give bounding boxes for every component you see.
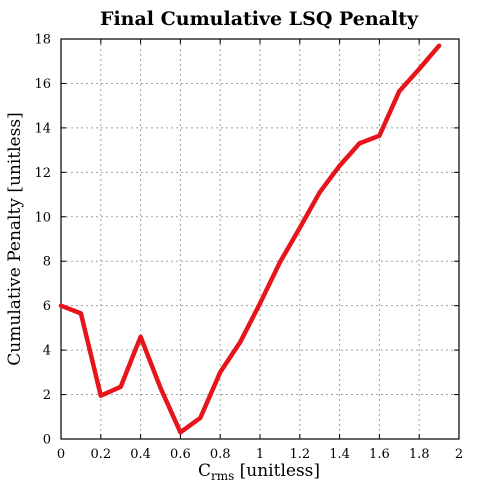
x-tick-label: 1.6 [369,447,390,462]
data-point [339,165,341,167]
x-tick-label: 1 [256,447,264,462]
data-point [140,336,142,338]
y-tick-label: 18 [34,33,51,48]
y-tick-label: 8 [43,255,51,270]
data-point [159,387,162,389]
x-axis-label-main: C [198,461,211,480]
y-tick-label: 6 [43,299,51,314]
data-point [279,261,281,263]
x-axis-label-subscript: rms [211,469,234,480]
x-tick-label: 1.8 [409,447,430,462]
data-point [239,341,241,343]
data-point [100,395,102,397]
data-point [319,191,321,193]
y-tick-label: 4 [43,344,51,359]
series-group [58,43,442,435]
data-point [120,386,122,388]
x-axis: 0 0.2 0.4 0.6 0.8 1 1.2 1.4 1.6 1.8 2 [57,39,463,462]
y-tick-label: 2 [43,388,51,403]
x-tick-label: 1.2 [289,447,310,462]
data-point [418,68,420,70]
data-point [80,312,82,314]
data-point [378,135,380,137]
x-tick-label: 0 [57,447,65,462]
data-point [219,371,221,373]
x-tick-label: 0.4 [130,447,151,462]
y-axis-label: Cumulative Penalty [unitless] [5,112,25,365]
x-axis-label-unit: [unitless] [234,461,320,480]
y-tick-label: 10 [34,210,51,225]
y-tick-label: 14 [34,121,51,136]
data-point [299,227,301,229]
data-point [438,45,440,47]
data-point [179,431,181,433]
x-tick-label: 0.8 [210,447,231,462]
x-tick-label: 0.6 [170,447,191,462]
series-line [58,43,442,435]
data-point [358,142,361,144]
gridlines [61,39,459,439]
y-axis: 0 2 4 6 8 10 12 14 16 18 [34,33,459,448]
y-tick-label: 0 [43,433,51,448]
data-point [199,417,201,419]
data-point [60,305,62,307]
y-tick-label: 12 [34,166,51,181]
x-tick-label: 1.4 [329,447,350,462]
x-axis-label: Crms [unitless] [198,461,320,480]
data-point [398,90,400,92]
chart-title: Final Cumulative LSQ Penalty [100,8,419,30]
data-point [259,302,261,304]
x-tick-label: 0.2 [90,447,111,462]
y-tick-label: 16 [34,77,51,92]
x-tick-label: 2 [455,447,463,462]
